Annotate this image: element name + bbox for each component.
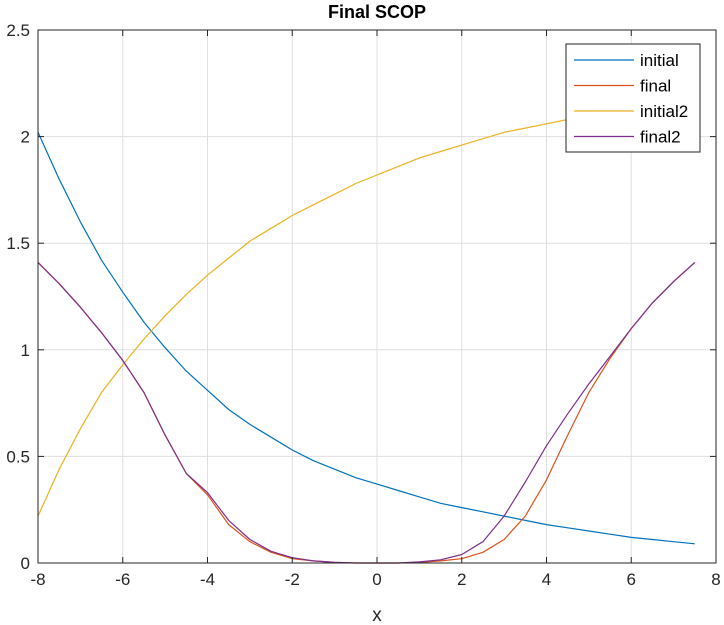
tick-marks [37,29,717,564]
x-tick-label: 8 [711,570,720,589]
x-axis-label: x [372,605,382,625]
legend-label-final: final [640,77,671,96]
x-tick-label: 4 [542,570,551,589]
legend-label-initial2: initial2 [640,102,688,121]
grid [37,29,717,564]
x-tick-label: 2 [457,570,466,589]
series-line-initial2 [37,118,568,517]
x-tick-label: -4 [200,570,215,589]
x-tick-label: -2 [285,570,300,589]
y-tick-labels: 0 0.5 1 1.5 2 2.5 [6,21,30,573]
y-tick-label: 0 [21,554,30,573]
legend: initial final initial2 final2 [565,43,701,153]
legend-box [565,43,701,153]
x-tick-label: 0 [372,570,381,589]
legend-label-final2: final2 [640,128,681,147]
legend-label-initial: initial [640,51,679,70]
y-tick-label: 1 [21,341,30,360]
y-tick-label: 0.5 [6,447,30,466]
x-tick-label: -6 [115,570,130,589]
chart-title: Final SCOP [328,2,426,22]
x-tick-labels: -8 -6 -4 -2 0 2 4 6 8 [30,570,720,589]
x-tick-label: 6 [627,570,636,589]
x-tick-label: -8 [30,570,45,589]
y-tick-label: 1.5 [6,234,30,253]
y-tick-label: 2.5 [6,21,30,40]
y-tick-label: 2 [21,128,30,147]
series-line-initial [37,132,695,545]
